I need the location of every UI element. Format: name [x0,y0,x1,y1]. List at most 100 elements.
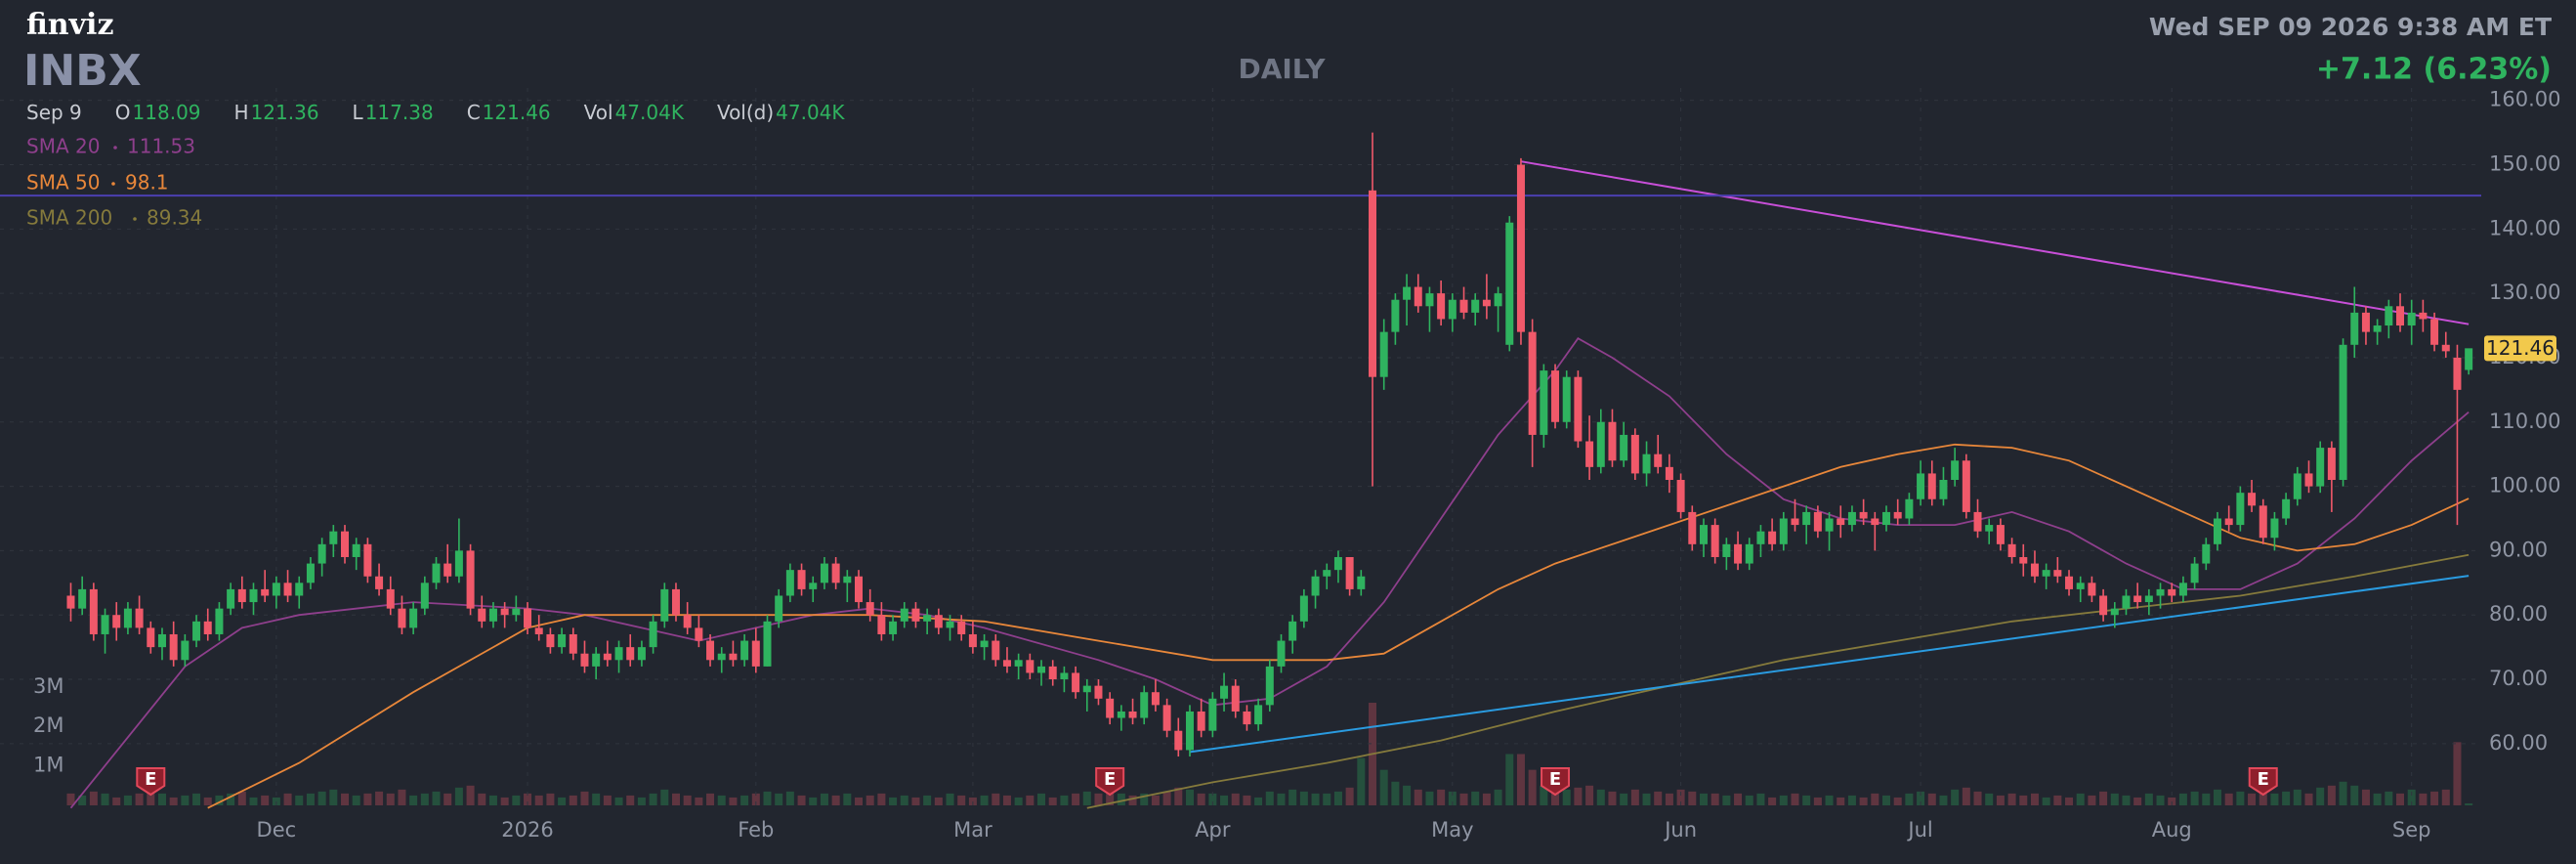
candle-body [980,640,989,648]
earnings-label: E [1104,769,1116,790]
candle-body [1734,543,1743,564]
candle-body [1117,711,1125,718]
candle-body [968,633,977,648]
candle-body [900,608,908,622]
x-tick-label: Feb [738,818,774,842]
x-tick-label: Dec [257,818,297,842]
volume-bar [1403,785,1412,805]
candle-body [2088,583,2096,596]
volume-bar [1082,791,1091,805]
candle-body [1871,518,1879,526]
candle-body [797,570,806,589]
candle-body [855,576,864,603]
candle-body [2224,518,2233,526]
volume-bar [855,797,864,805]
volume-bar [1437,789,1446,805]
candle-body [488,608,497,622]
quote-value: 121.36 [251,101,319,124]
volume-bar [112,797,121,805]
candle-body [1185,711,1194,751]
volume-bar [1905,793,1914,805]
sma-name: SMA 50 [26,171,100,194]
volume-bar [1288,789,1297,805]
candle-body [1620,434,1628,461]
candle-body [649,621,657,648]
volume-bar [1688,791,1697,805]
candle-body [1151,692,1160,706]
price-tag [2484,335,2556,362]
volume-bar [181,795,190,805]
volume-bar [352,795,360,805]
volume-bar [1917,791,1925,805]
candle-body [2282,498,2291,519]
volume-bar [2316,787,2325,805]
candle-body [375,576,384,589]
candle-body [1837,518,1845,526]
candle-body [1311,576,1320,596]
candle-body [2156,588,2165,596]
volume-bar [1825,795,1834,805]
volume-bar [1893,797,1902,805]
quote-label: L [353,101,364,124]
volume-bar [2396,793,2405,805]
candle-body [2304,473,2313,487]
sma-separator [111,182,115,186]
candle-body [1710,525,1719,557]
volume-bar [478,793,486,805]
candle-body [181,640,190,661]
candle-body [2110,608,2119,616]
logo[interactable]: finviz [26,8,114,42]
candle-body [478,608,486,622]
sma-line [207,443,2470,809]
volume-bar [900,795,908,805]
volume-bar [1516,754,1525,805]
volume-bar [1414,789,1422,805]
trend-line [1189,575,2470,754]
candle-body [2213,518,2221,544]
volume-bar [2465,802,2473,805]
volume-bar [1596,789,1605,805]
candle-body [1756,531,1765,544]
candle-body [1243,711,1251,725]
candle-body [775,595,783,622]
candle-body [2076,583,2085,589]
candle-body [831,563,840,583]
volume-bar [147,789,155,805]
volume-bar [1756,793,1765,805]
y-tick-label: 150.00 [2489,151,2560,175]
candle-body [1231,685,1240,712]
candle-body [1596,421,1605,467]
quote-label: O [115,101,131,124]
candle-body [1893,511,1902,519]
volume-bar [227,793,235,805]
volume-bar [1448,791,1457,805]
volume-bar [2213,789,2221,805]
candle-body [2396,306,2405,326]
volume-bar [946,793,954,805]
candle-body [1379,331,1388,377]
volume-bar [2168,797,2176,805]
volume-bar [1002,795,1011,805]
candle-body [1722,543,1731,557]
volume-bar [558,797,567,805]
volume-bar [2019,795,2028,805]
candle-body [157,633,166,648]
candle-body [1174,730,1183,751]
candle-body [524,608,532,628]
candle-body [1917,473,1925,499]
sma-value: 111.53 [127,135,195,158]
candle-body [203,621,212,634]
candle-body [1927,473,1936,499]
candle-body [1973,511,1982,532]
candle-body [386,588,395,609]
x-tick-label: Mar [953,818,992,842]
candle-body [626,647,635,661]
y-tick-label: 70.00 [2489,667,2548,690]
quote-row: Sep 9 O 118.09 H 121.36 L 117.38 C 121.46 Vol 47.0… [26,101,845,124]
volume-bar [1026,795,1035,805]
candle-body [2248,493,2257,506]
volume-bar [1333,791,1342,805]
candle-body [1094,685,1103,699]
